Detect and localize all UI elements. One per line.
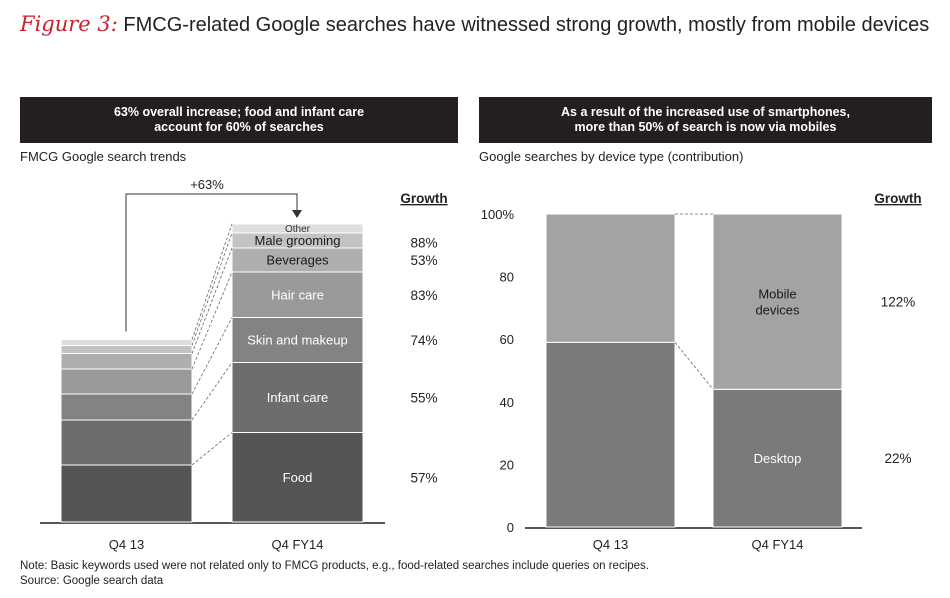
- segment-label-beverages: Beverages: [266, 253, 329, 268]
- bar-q4-fy14-infant-care: [231, 362, 364, 433]
- device-type-chart: 0 20 40 60 80 100% Q4 13 Q4 FY14 Desktop 22% Mobil…: [481, 191, 922, 552]
- segment-label-food: Food: [283, 470, 313, 485]
- bar-q4-fy14-skin-and-makeup: [231, 317, 364, 363]
- left-header-line2: account for 60% of searches: [154, 120, 324, 134]
- fmcg-search-trends-chart: Q4 13 Q4 FY14 Food 57% Infant care 55% Skin an…: [40, 177, 448, 552]
- bar-q4-fy14-food: [231, 432, 364, 523]
- right-header-line1: As a result of the increased use of smar…: [561, 105, 850, 119]
- growth-value-beverages: 53%: [410, 253, 437, 268]
- increase-label: +63%: [190, 177, 224, 192]
- right-panel-subtitle: Google searches by device type (contribu…: [479, 149, 744, 164]
- segment-label-male-grooming: Male grooming: [255, 233, 341, 248]
- bar-q4-13-male-grooming: [60, 345, 193, 354]
- growth-value-skin-and-makeup: 74%: [410, 333, 437, 348]
- bar-q4-13-other: [60, 339, 193, 346]
- x-tick-label: Q4 FY14: [271, 537, 323, 552]
- bar-q4-13-food: [60, 464, 193, 523]
- growth-value-infant-care: 55%: [410, 391, 437, 406]
- connector-line: [191, 271, 233, 370]
- increase-arrow-line: [125, 193, 298, 332]
- y-tick-label: 40: [500, 395, 514, 410]
- right-header-line2: more than 50% of search is now via mobil…: [574, 120, 837, 134]
- figure-title: Figure 3: FMCG-related Google searches h…: [20, 12, 929, 37]
- connector-line: [191, 232, 233, 346]
- segment-label-skin-and-makeup: Skin and makeup: [247, 333, 347, 348]
- bar-q4-13-hair-care: [60, 368, 193, 395]
- increase-arrowhead: [292, 210, 302, 218]
- growth-value-desktop: 22%: [884, 451, 911, 466]
- right-panel-header: As a result of the increased use of smar…: [479, 97, 932, 143]
- y-tick-label: 100%: [481, 207, 515, 222]
- bar-q4-fy14-other: [231, 223, 364, 234]
- y-tick-label: 60: [500, 332, 514, 347]
- connector-line: [191, 432, 233, 466]
- figure-title-text: FMCG-related Google searches have witnes…: [123, 14, 930, 36]
- connector-line: [191, 247, 233, 354]
- segment-label-mobile-devices: Mobile: [758, 287, 796, 302]
- growth-header: Growth: [874, 191, 921, 206]
- bar-q4-fy14-mobile-devices: [712, 213, 843, 390]
- left-panel-subtitle: FMCG Google search trends: [20, 149, 187, 164]
- connector-line: [674, 342, 714, 390]
- bar-q4-13-skin-and-makeup: [60, 393, 193, 421]
- connector-line: [191, 223, 233, 340]
- y-tick-label: 20: [500, 457, 514, 472]
- bar-q4-13-desktop: [545, 341, 676, 528]
- footnote-note: Note: Basic keywords used were not relat…: [20, 560, 649, 572]
- bar-q4-fy14-hair-care: [231, 271, 364, 318]
- bar-q4-fy14-desktop: [712, 388, 843, 528]
- segment-label-other: Other: [285, 224, 311, 235]
- segment-label-mobile-devices: devices: [755, 303, 800, 318]
- x-tick-label: Q4 13: [593, 537, 628, 552]
- bar-q4-13-infant-care: [60, 419, 193, 466]
- connector-line: [191, 362, 233, 421]
- growth-header: Growth: [400, 191, 447, 206]
- growth-value-hair-care: 83%: [410, 288, 437, 303]
- growth-value-male-grooming: 88%: [410, 236, 437, 251]
- y-tick-label: 0: [507, 520, 514, 535]
- growth-value-food: 57%: [410, 470, 437, 485]
- y-tick-label: 80: [500, 270, 514, 285]
- connector-line: [191, 317, 233, 395]
- bar-q4-13-beverages: [60, 353, 193, 370]
- segment-label-desktop: Desktop: [754, 451, 802, 466]
- segment-label-infant-care: Infant care: [267, 390, 328, 405]
- footnote-source: Source: Google search data: [20, 575, 164, 587]
- growth-value-mobile-devices: 122%: [881, 295, 916, 310]
- x-tick-label: Q4 FY14: [751, 537, 803, 552]
- bar-q4-13-mobile-devices: [545, 213, 676, 343]
- segment-label-hair-care: Hair care: [271, 287, 324, 302]
- bar-q4-fy14-beverages: [231, 247, 364, 273]
- left-header-line1: 63% overall increase; food and infant ca…: [113, 105, 365, 119]
- left-panel-header: 63% overall increase; food and infant ca…: [20, 97, 458, 143]
- figure-label: Figure 3:: [20, 12, 118, 36]
- x-tick-label: Q4 13: [109, 537, 144, 552]
